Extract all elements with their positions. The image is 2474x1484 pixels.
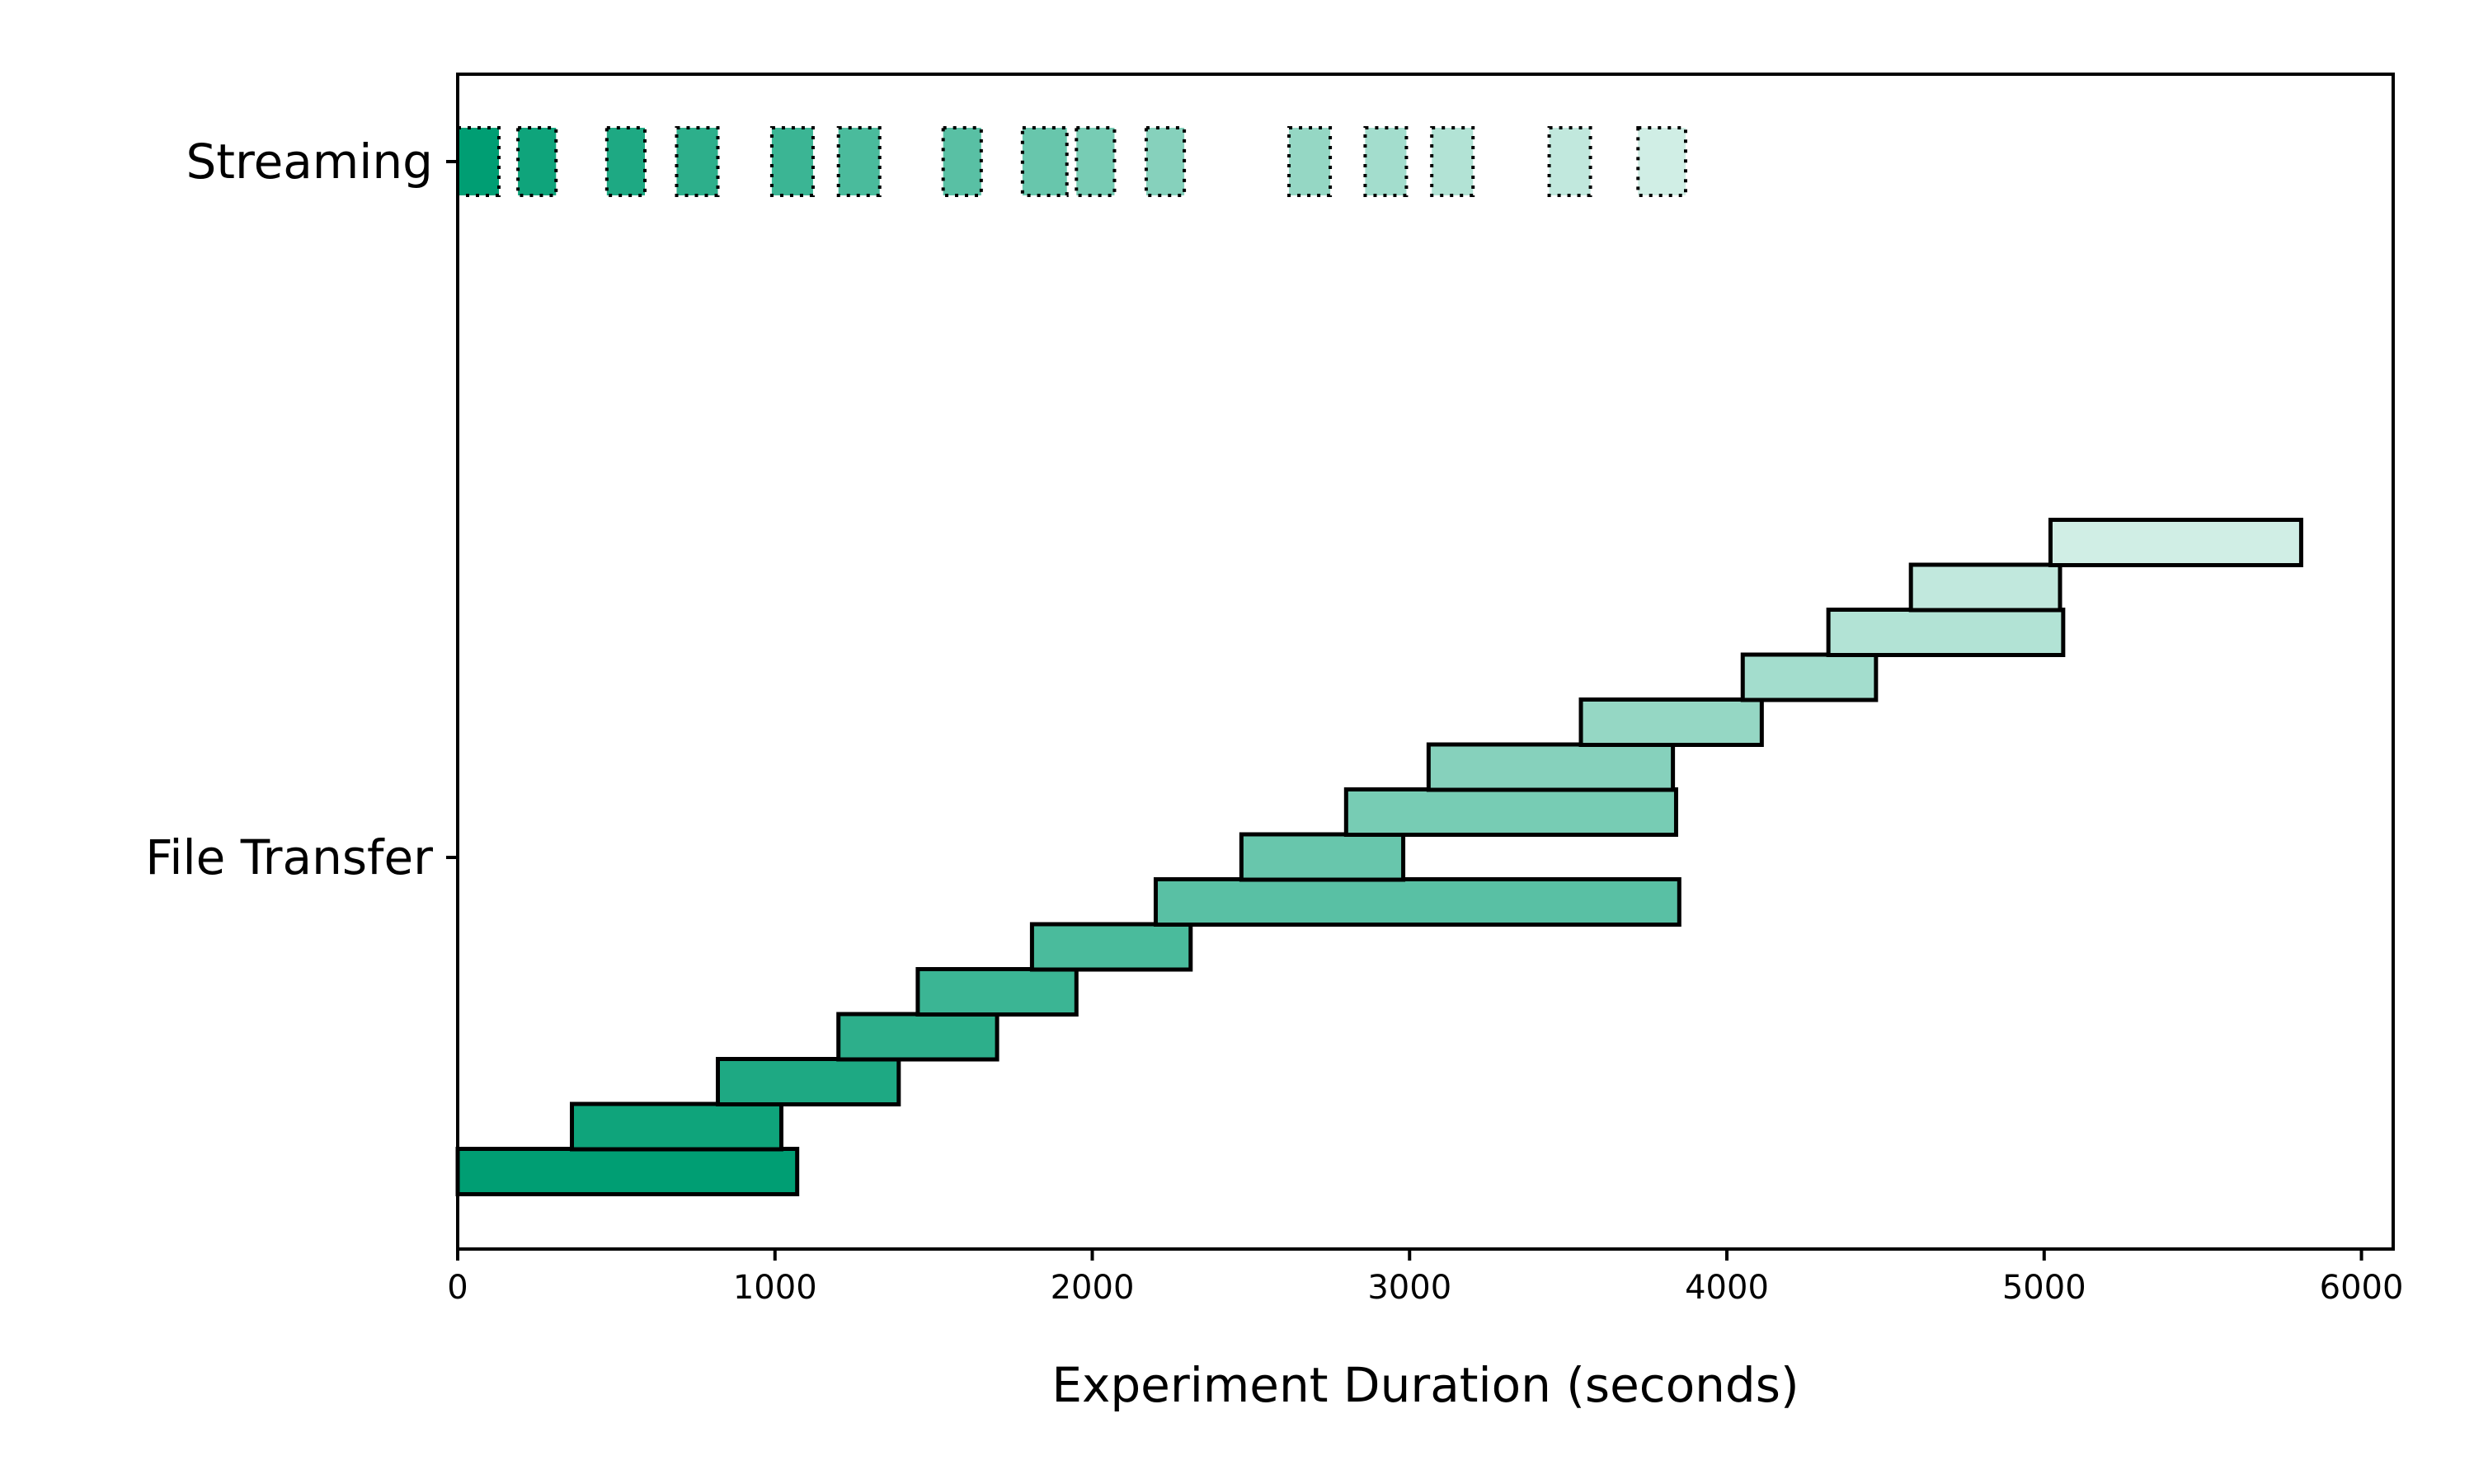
streaming-bar (836, 126, 882, 197)
file-transfer-bars (455, 518, 2303, 1196)
streaming-bar (941, 126, 983, 197)
file-transfer-bar (570, 1101, 783, 1152)
streaming-bar (1547, 126, 1592, 197)
plot-frame (456, 73, 2395, 1251)
streaming-bar (675, 126, 720, 197)
file-transfer-bar (1153, 877, 1681, 927)
streaming-bar (1430, 126, 1475, 197)
x-tick-label: 0 (447, 1269, 468, 1307)
file-transfer-bar (836, 1012, 999, 1062)
x-axis-ticks: 0 1000 2000 3000 4000 5000 6000 (447, 1249, 2403, 1307)
streaming-bar (1144, 126, 1187, 197)
streaming-bar (1020, 126, 1069, 197)
streaming-bar (1287, 126, 1333, 197)
x-tick-label: 3000 (1367, 1269, 1451, 1307)
x-tick-label: 5000 (2002, 1269, 2086, 1307)
streaming-bar (516, 126, 558, 197)
streaming-bar (1636, 126, 1687, 197)
x-axis-label: Experiment Duration (seconds) (1051, 1357, 1799, 1413)
x-tick-label: 6000 (2320, 1269, 2404, 1307)
file-transfer-bar (915, 967, 1079, 1017)
file-transfer-bar (1029, 922, 1193, 972)
file-transfer-bar (1740, 652, 1879, 702)
streaming-bar (1363, 126, 1409, 197)
file-transfer-bar (1426, 742, 1676, 792)
x-tick-label: 1000 (733, 1269, 817, 1307)
y-tick-label: File Transfer (145, 829, 433, 885)
file-transfer-bar (1826, 608, 2066, 657)
streaming-bars (456, 126, 1687, 197)
x-tick-label: 2000 (1051, 1269, 1135, 1307)
streaming-bar (604, 126, 647, 197)
x-tick-label: 4000 (1685, 1269, 1769, 1307)
file-transfer-bar (1908, 562, 2062, 613)
streaming-bar (456, 126, 501, 197)
file-transfer-bar (1578, 697, 1764, 747)
streaming-bar (769, 126, 815, 197)
file-transfer-bar (455, 1147, 800, 1196)
y-tick-label: Streaming (186, 134, 433, 190)
file-transfer-bar (715, 1057, 901, 1106)
streaming-bar (1075, 126, 1117, 197)
file-transfer-bar (1343, 787, 1678, 837)
file-transfer-bar (2048, 518, 2303, 567)
y-axis-ticks: Streaming File Transfer (145, 134, 458, 885)
file-transfer-bar (1239, 832, 1406, 882)
